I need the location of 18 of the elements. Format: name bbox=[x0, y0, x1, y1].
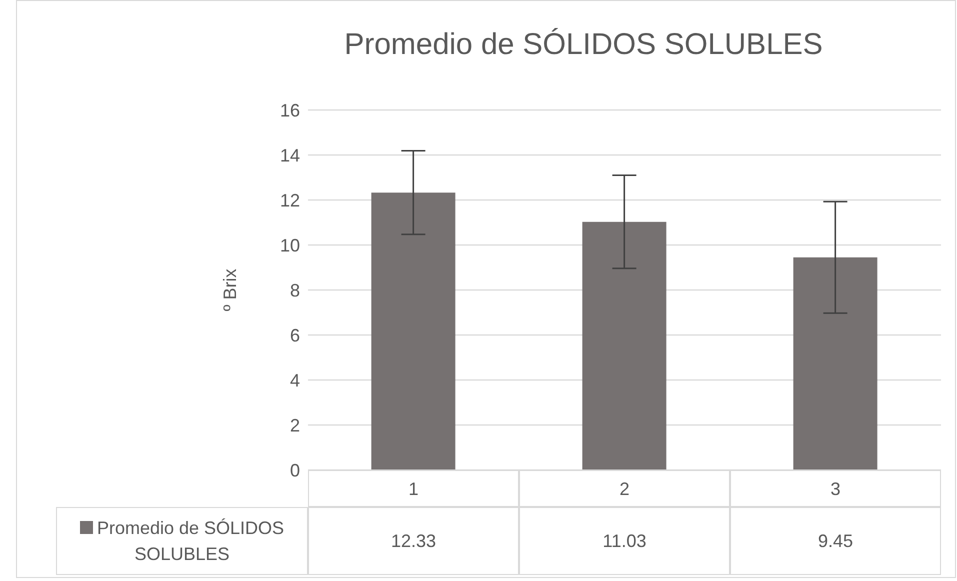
x-tick-label: 1 bbox=[308, 470, 519, 507]
x-tick-label: 2 bbox=[519, 470, 730, 507]
legend-label: Promedio de SÓLIDOS SOLUBLES bbox=[96, 517, 286, 566]
y-tick-label: 16 bbox=[280, 100, 300, 120]
y-tick-label: 12 bbox=[280, 190, 300, 210]
data-label: 9.45 bbox=[730, 507, 941, 575]
y-tick-label: 2 bbox=[290, 415, 300, 436]
y-tick-label: 14 bbox=[280, 145, 300, 166]
y-tick-label: 0 bbox=[290, 460, 300, 480]
data-label: 11.03 bbox=[519, 507, 730, 575]
y-tick-label: 6 bbox=[290, 325, 300, 346]
x-tick-label: 3 bbox=[730, 470, 941, 507]
chart-title: Promedio de SÓLIDOS SOLUBLES bbox=[343, 28, 824, 62]
y-tick-label: 10 bbox=[280, 235, 300, 256]
y-axis-title: º Brix bbox=[220, 268, 240, 312]
y-tick-label: 4 bbox=[290, 370, 300, 390]
data-label: 12.33 bbox=[308, 507, 519, 575]
y-tick-label: 8 bbox=[290, 280, 300, 300]
